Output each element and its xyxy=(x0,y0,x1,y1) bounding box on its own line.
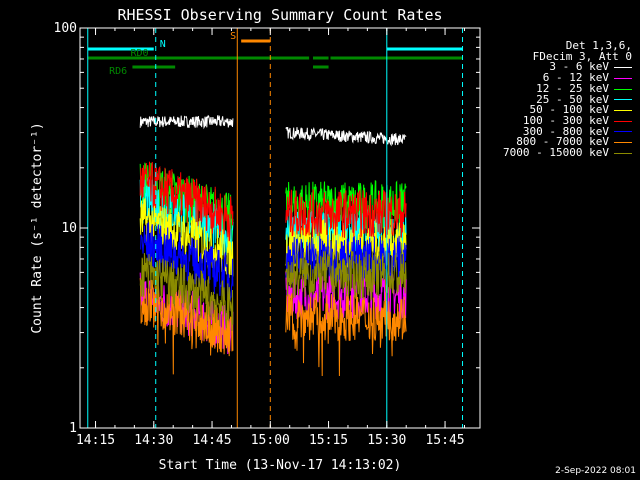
legend-swatch xyxy=(614,99,632,101)
series-line-5-0 xyxy=(139,161,234,242)
legend-entry: 25 - 50 keV xyxy=(486,92,632,106)
flag-label-rd6: RD6 xyxy=(109,66,127,77)
series-line-0-0 xyxy=(139,114,234,130)
series-line-5-1 xyxy=(285,188,407,239)
legend-entry: 7000 - 15000 keV xyxy=(486,146,632,160)
legend-header-2: FDecim 3, Att 0 xyxy=(532,49,632,63)
legend-entry: 50 - 100 keV xyxy=(486,103,632,117)
x-tick-label: 15:30 xyxy=(367,433,406,448)
legend-swatch xyxy=(614,120,632,122)
legend-label: 7000 - 15000 keV xyxy=(503,146,609,160)
legend-swatch xyxy=(614,142,632,144)
axes: 14:15 14:30 14:45 15:00 15:15 15:30 15:45 1 10 10… xyxy=(54,21,481,448)
series-line-0-1 xyxy=(285,126,407,147)
y-tick-label: 10 xyxy=(61,221,77,236)
legend-label: 25 - 50 keV xyxy=(536,92,609,106)
legend-entry: 100 - 300 keV xyxy=(486,113,632,127)
legend-entry: 3 - 6 keV xyxy=(486,62,632,73)
x-tick-label: 14:30 xyxy=(134,433,173,448)
x-tick-label: 15:00 xyxy=(251,433,290,448)
data-series xyxy=(139,114,407,377)
x-axis-label: Start Time (13-Nov-17 14:13:02) xyxy=(159,458,402,473)
legend-label: 6 - 12 keV xyxy=(542,71,609,85)
legend-label: 3 - 6 keV xyxy=(549,60,609,74)
legend-header-1: Det 1,3,6, xyxy=(565,39,632,52)
x-tick-label: 14:45 xyxy=(192,433,231,448)
chart-title: RHESSI Observing Summary Count Rates xyxy=(117,6,442,24)
x-tick-label: 15:45 xyxy=(425,433,464,448)
series-line-7-1 xyxy=(285,292,407,377)
legend-label: 300 - 800 keV xyxy=(522,124,609,138)
x-tick-label: 14:15 xyxy=(76,433,115,448)
flag-label-s: S xyxy=(230,31,236,42)
legend-swatch xyxy=(614,67,632,69)
y-tick-label: 1 xyxy=(69,421,77,436)
flag-label-n: N xyxy=(160,39,166,50)
legend-swatch xyxy=(614,77,632,79)
y-tick-label: 100 xyxy=(54,21,77,36)
legend-entry: 12 - 25 keV xyxy=(486,81,632,95)
flag-label-rd0: RD0 xyxy=(130,48,148,59)
legend-label: 12 - 25 keV xyxy=(536,81,609,95)
legend-swatch xyxy=(614,88,632,90)
legend-label: 800 - 7000 keV xyxy=(516,135,609,149)
legend-swatch xyxy=(614,110,632,112)
y-axis-label: Count Rate (s⁻¹ detector⁻¹) xyxy=(30,122,45,333)
series-line-8-1 xyxy=(285,250,407,302)
series-line-8-0 xyxy=(139,253,234,332)
legend-label: 50 - 100 keV xyxy=(529,103,609,117)
legend-entry: 800 - 7000 keV xyxy=(486,135,632,149)
legend-swatch xyxy=(614,131,632,133)
x-tick-label: 15:15 xyxy=(309,433,348,448)
legend: Det 1,3,6, FDecim 3, Att 0 3 - 6 keV 6 - … xyxy=(486,39,632,160)
legend-label: 100 - 300 keV xyxy=(522,113,609,127)
generated-timestamp: 2-Sep-2022 08:01 xyxy=(555,466,636,476)
legend-entry: 6 - 12 keV xyxy=(486,71,632,85)
legend-entry: 300 - 800 keV xyxy=(486,124,632,138)
legend-swatch xyxy=(614,152,632,154)
